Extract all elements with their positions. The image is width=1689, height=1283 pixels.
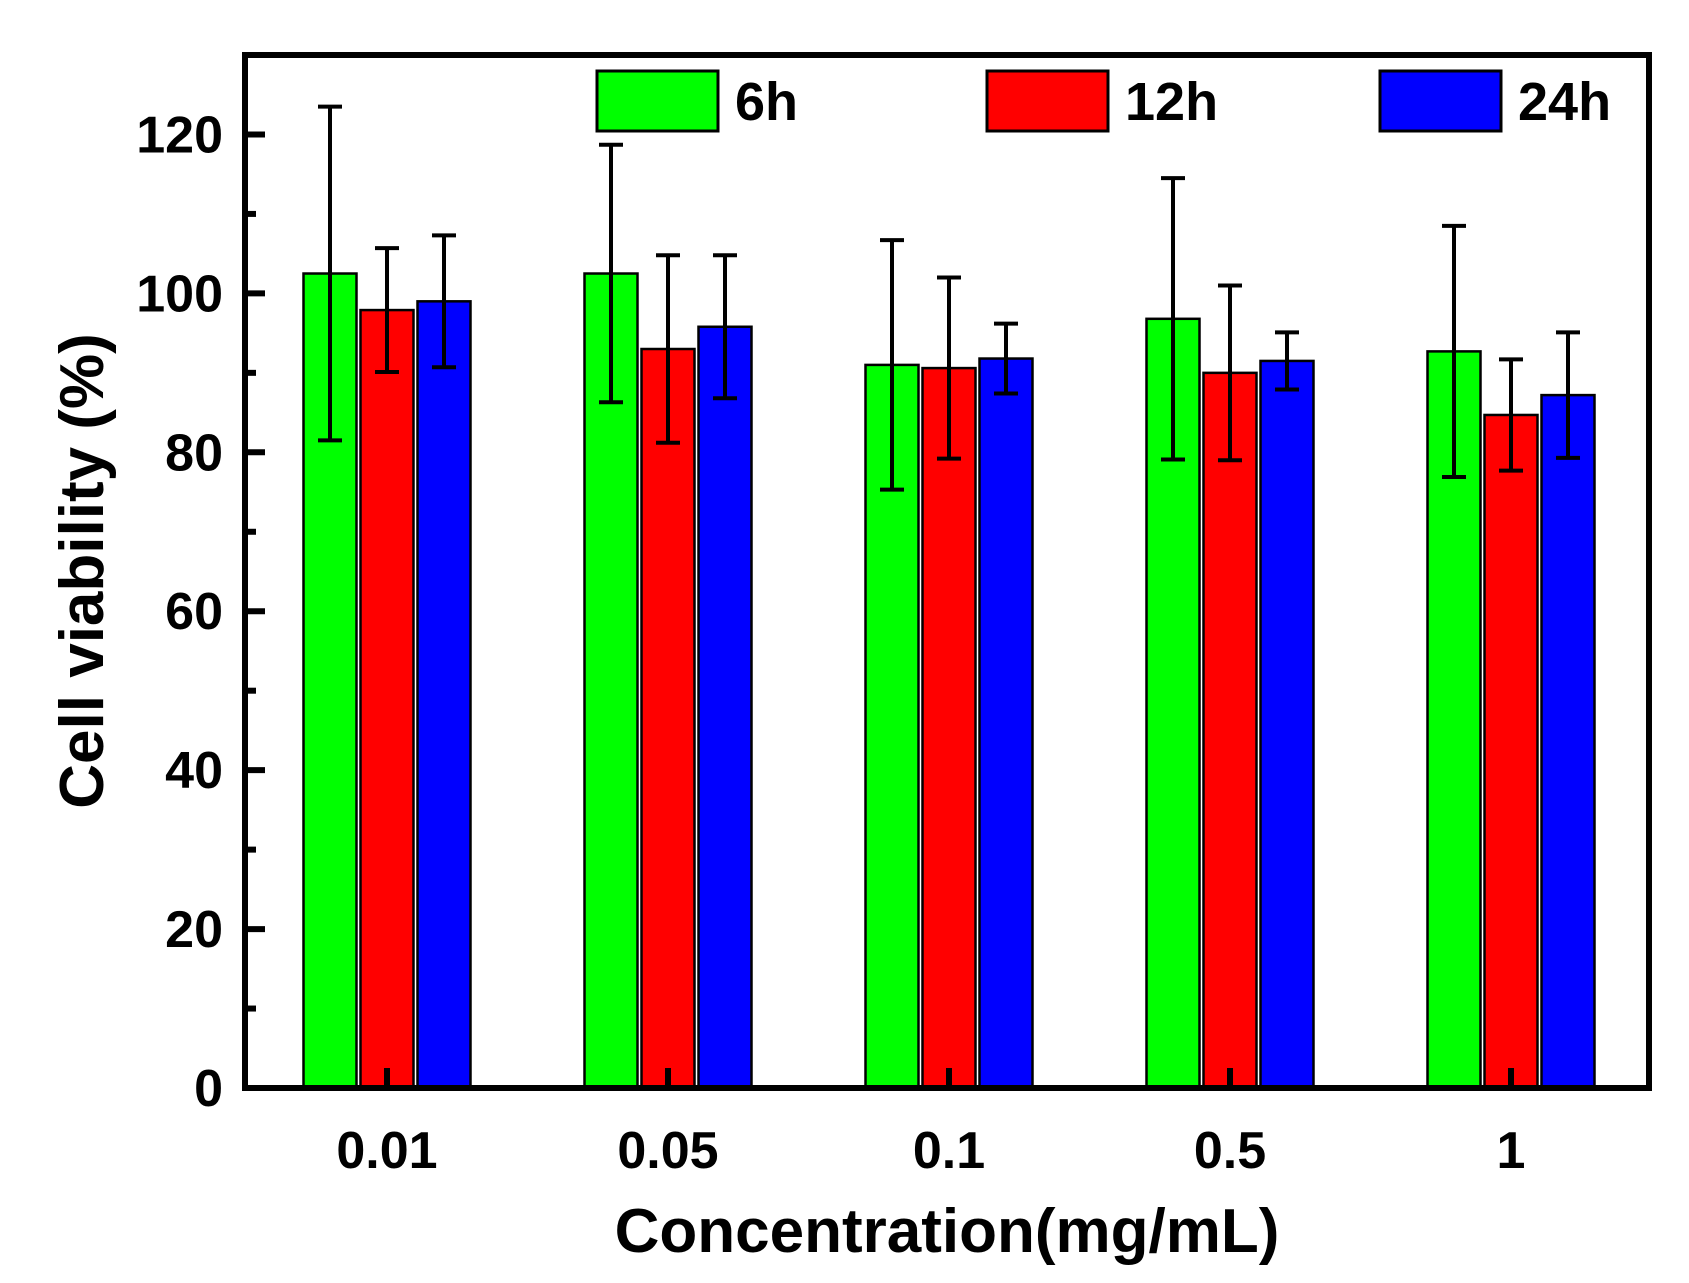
y-tick-label: 60 <box>165 583 223 641</box>
legend-label-6h: 6h <box>735 72 798 132</box>
x-tick-label: 0.1 <box>913 1122 985 1180</box>
bar-24h-1 <box>1540 393 1596 1090</box>
y-tick-label: 40 <box>165 742 223 800</box>
x-tick-label: 0.5 <box>1194 1122 1266 1180</box>
bar-12h-1 <box>1483 413 1539 1090</box>
errorbars-layer <box>318 104 1580 492</box>
ticks-layer: 0.01 0.05 0.1 0.5 1 0 20 40 60 80 100 120 <box>136 106 1525 1180</box>
x-tick-label: 0.01 <box>336 1122 437 1180</box>
bars-layer <box>302 272 1596 1090</box>
x-tick-label: 0.05 <box>617 1122 718 1180</box>
bar-12h-0.5 <box>1202 371 1258 1090</box>
x-tick-label: 1 <box>1497 1122 1526 1180</box>
bar-24h-0.1 <box>978 357 1034 1090</box>
y-tick-label: 20 <box>165 901 223 959</box>
legend-label-24h: 24h <box>1518 72 1611 132</box>
y-tick-label: 100 <box>136 265 223 323</box>
legend-label-12h: 12h <box>1125 72 1218 132</box>
bar-24h-0.5 <box>1259 359 1315 1090</box>
bar-24h-0.05 <box>697 325 753 1090</box>
y-tick-label: 120 <box>136 106 223 164</box>
plot-frame <box>242 52 1652 1091</box>
y-axis-title: Cell viability (%) <box>48 333 117 808</box>
legend-swatch-12h <box>985 69 1110 133</box>
y-tick-label: 0 <box>194 1060 223 1118</box>
legend: 6h 12h 24h <box>595 69 1611 133</box>
legend-swatch-6h <box>595 69 720 133</box>
bar-12h-0.05 <box>640 347 696 1090</box>
bar-12h-0.01 <box>359 308 415 1090</box>
x-axis-title: Concentration(mg/mL) <box>615 1197 1280 1266</box>
bar-12h-0.1 <box>921 366 977 1090</box>
y-tick-label: 80 <box>165 424 223 482</box>
bar-24h-0.01 <box>416 300 472 1090</box>
legend-swatch-24h <box>1378 69 1503 133</box>
